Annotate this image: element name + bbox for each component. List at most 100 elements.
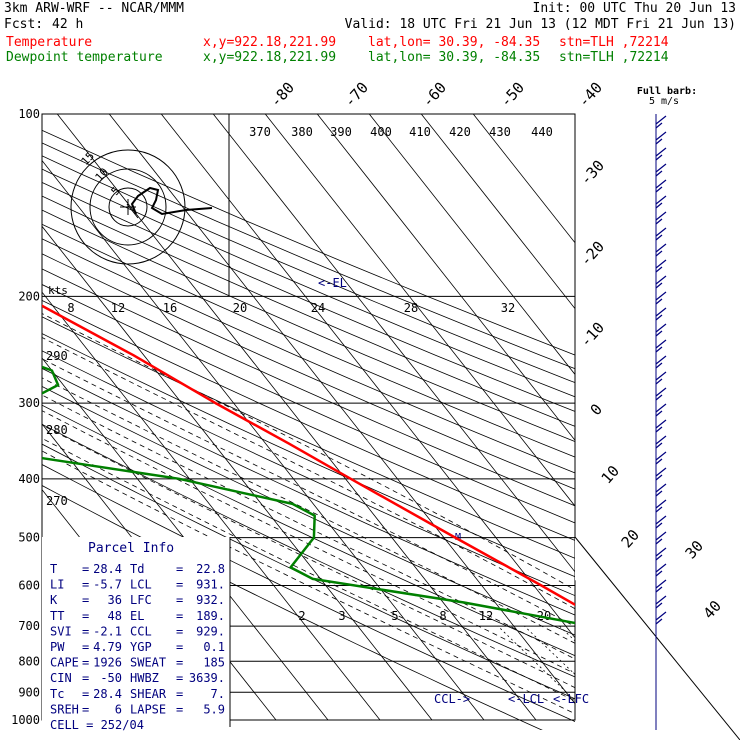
- wind-barb-feather: [655, 419, 667, 429]
- wind-barb-feather: [655, 435, 667, 445]
- wind-barb-feather: [655, 211, 667, 221]
- parcel-label-el: EL: [130, 609, 144, 623]
- parcel-value-sreh: 6: [115, 702, 122, 716]
- theta-e-label-290: 290: [46, 349, 68, 363]
- isotherm-label--50: -50: [497, 79, 529, 111]
- level-label-1: CCL->: [434, 692, 470, 706]
- barb-legend-title: Full barb:: [637, 86, 697, 97]
- parcel-eq: =: [82, 562, 89, 576]
- isotherm-minor: [472, 114, 575, 244]
- parcel-eq: =: [176, 702, 183, 716]
- wind-barb-feather: [655, 339, 667, 349]
- dry-adiabat: [42, 404, 575, 657]
- wind-barb-feather: [655, 250, 663, 257]
- wind-barb-feather: [655, 499, 667, 509]
- wind-barb-feather: [655, 227, 667, 237]
- hodograph-speed-label-24: 24: [311, 301, 325, 315]
- legend-dewpoint: Dewpoint temperature: [6, 50, 163, 65]
- dry-adiabat: [42, 284, 575, 524]
- dry-adiabat: [42, 333, 575, 578]
- hodograph-kts-label: kts: [48, 284, 68, 297]
- isotherm-label-10: 10: [598, 462, 623, 487]
- hodograph-ring-2: [89, 168, 167, 246]
- parcel-eq: =: [176, 671, 183, 685]
- parcel-eq: =: [176, 562, 183, 576]
- moist-adiabat: [42, 377, 575, 644]
- wind-barb: [655, 291, 667, 312]
- hodograph-ring-3: [70, 149, 186, 265]
- parcel-value-lcl: 931.: [196, 578, 225, 592]
- wind-barb-feather: [655, 611, 667, 621]
- parcel-label-shear: SHEAR: [130, 687, 167, 701]
- isotherm--10: [108, 114, 575, 705]
- dry-adiabat: [42, 181, 575, 412]
- pressure-label-700: 700: [18, 619, 40, 633]
- wind-barb-feather: [655, 131, 667, 141]
- parcel-label-sweat: SWEAT: [130, 656, 166, 670]
- hodograph-trace: [130, 186, 213, 216]
- wind-barb: [655, 323, 667, 344]
- wind-barb-feather: [655, 234, 663, 241]
- wind-barb-feather: [655, 595, 667, 605]
- isotherm-30: [316, 114, 575, 441]
- wind-barb-feather: [655, 243, 667, 253]
- isotherm-label--30: -30: [577, 157, 609, 189]
- parcel-eq: =: [176, 656, 183, 670]
- parcel-value-el: 189.: [196, 609, 225, 623]
- parcel-eq: =: [176, 609, 183, 623]
- parcel-eq: =: [176, 640, 183, 654]
- wind-barb-feather: [655, 266, 663, 273]
- wind-barb-feather: [655, 474, 663, 481]
- wind-barb-feather: [655, 426, 663, 433]
- parcel-value-svi: -2.1: [93, 624, 122, 638]
- theta-label-400: 400: [370, 125, 392, 139]
- dry-adiabat: [42, 464, 575, 722]
- theta-label-420: 420: [449, 125, 471, 139]
- wind-barb: [655, 403, 667, 424]
- parcel-label-td: Td: [130, 562, 144, 576]
- hodograph-ring-label-15: 15: [79, 149, 98, 168]
- parcel-eq: =: [82, 578, 89, 592]
- level-label-3: <-LFC: [553, 692, 589, 706]
- parcel-value-tt: 48: [108, 609, 122, 623]
- parcel-eq: =: [82, 687, 89, 701]
- wind-barb-feather: [655, 179, 667, 189]
- parcel-label-pw: PW: [50, 640, 65, 654]
- wind-barb-feather: [655, 163, 667, 173]
- wind-barb-feather: [655, 483, 667, 493]
- mixing-ratio-label-20: 20: [537, 609, 551, 623]
- wind-barb-feather: [655, 323, 667, 333]
- cutout-edge: [574, 536, 740, 740]
- parcel-label-lapse: LAPSE: [130, 702, 166, 716]
- wind-barb: [655, 499, 667, 520]
- wind-barb: [655, 211, 667, 232]
- theta-label-390: 390: [330, 125, 352, 139]
- wind-barb-feather: [655, 330, 663, 337]
- wind-barb-feather: [655, 579, 667, 589]
- parcel-label-lfc: LFC: [130, 593, 152, 607]
- pressure-label-500: 500: [18, 531, 40, 545]
- dry-adiabat: [42, 350, 575, 597]
- parcel-value-t: 28.4: [93, 562, 122, 576]
- isotherm--60: [42, 357, 329, 721]
- model-title: 3km ARW-WRF -- NCAR/MMM: [4, 1, 185, 16]
- wind-barb-feather: [655, 394, 663, 401]
- hodograph-speed-label-32: 32: [501, 301, 515, 315]
- wind-barb-feather: [655, 355, 667, 365]
- parcel-eq: =: [176, 578, 183, 592]
- wind-barb-feather: [655, 314, 663, 321]
- dry-adiabat: [42, 386, 575, 636]
- parcel-value-cin: -50: [100, 671, 122, 685]
- moist-adiabat: [42, 437, 575, 702]
- isotherm-label-0: 0: [587, 400, 606, 419]
- wind-barb: [655, 259, 667, 280]
- parcel-label-svi: SVI: [50, 624, 72, 638]
- wind-barb-feather: [655, 378, 663, 385]
- parcel-eq: =: [176, 687, 183, 701]
- isotherm-label--40: -40: [575, 79, 607, 111]
- forecast-hour: 42 h: [52, 17, 84, 32]
- wind-barb-feather: [655, 387, 667, 397]
- wind-barb-feather: [655, 570, 663, 577]
- parcel-value-tc: 28.4: [93, 687, 122, 701]
- isotherm--30: [42, 159, 485, 721]
